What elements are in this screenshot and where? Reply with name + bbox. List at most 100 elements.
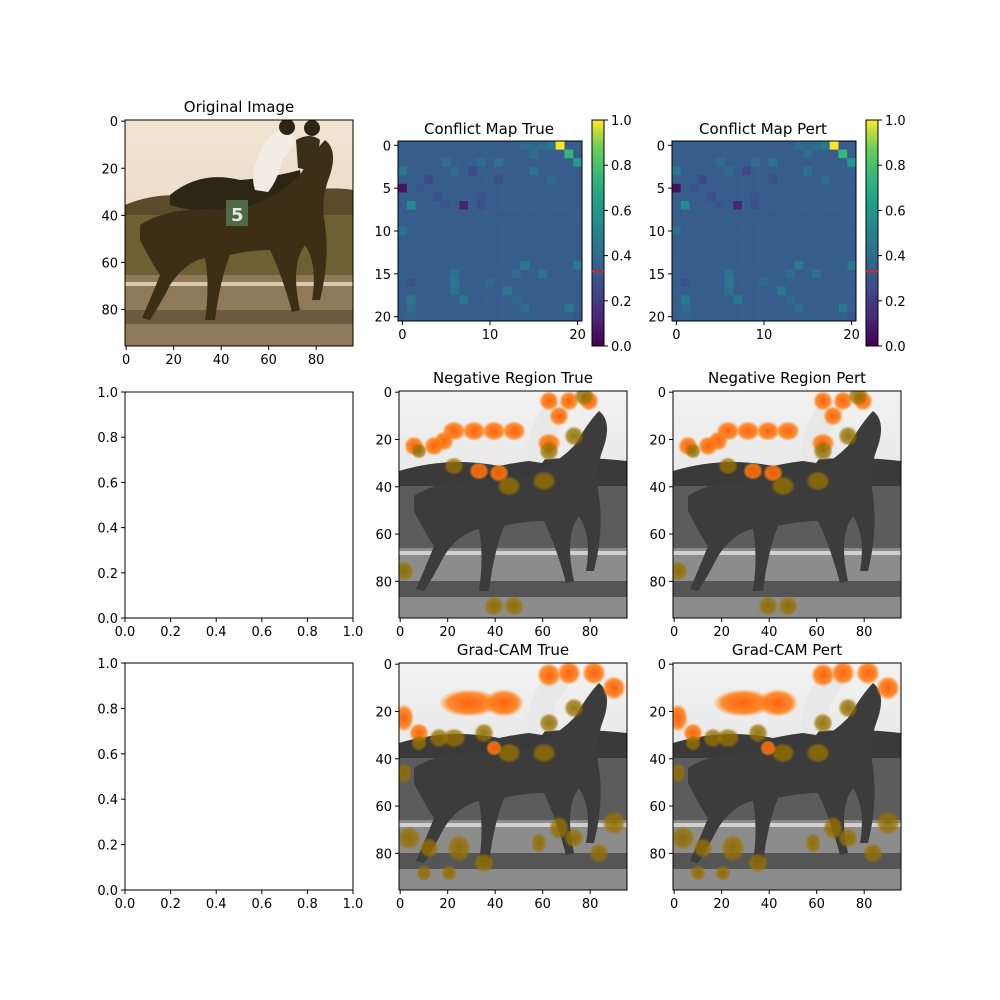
heatmap-cell xyxy=(555,141,565,150)
heatmap-cell xyxy=(485,235,495,245)
heatmap-cell xyxy=(768,312,778,322)
heatmap-cell xyxy=(476,286,486,296)
heatmap-cell xyxy=(838,243,848,253)
heatmap-cell xyxy=(785,286,795,296)
heatmap-cell xyxy=(742,278,752,288)
heatmap-cell xyxy=(820,158,831,168)
heatmap-cell xyxy=(794,235,804,245)
heatmap-cell xyxy=(564,286,574,296)
heatmap-cell xyxy=(564,226,574,236)
heatmap-cell xyxy=(768,226,778,236)
heatmap-cell xyxy=(494,175,504,185)
heatmap-cell xyxy=(768,166,778,176)
heatmap-cell xyxy=(777,141,787,150)
heatmap-cell xyxy=(724,158,734,168)
heatmap-cell xyxy=(724,269,734,279)
heatmap-cell xyxy=(529,243,539,253)
heatmap-cell xyxy=(424,149,434,159)
heatmap-cell xyxy=(573,303,583,313)
heatmap-cell xyxy=(433,166,443,176)
heatmap-cell xyxy=(406,303,416,313)
heatmap-cell xyxy=(829,183,839,193)
heatmap-cell xyxy=(812,278,822,288)
heatmap-cell xyxy=(698,209,708,219)
heatmap-cell xyxy=(680,278,690,288)
heatmap-cell xyxy=(538,278,548,288)
heatmap-cell xyxy=(555,218,565,228)
y-tick-label: 80 xyxy=(649,575,666,590)
heatmap-cell xyxy=(573,183,583,193)
heatmap-cell xyxy=(573,252,583,262)
heatmap-cell xyxy=(707,201,717,210)
heatmap-cell xyxy=(503,278,513,288)
heatmap-cell xyxy=(476,166,486,176)
heatmap-cell xyxy=(511,269,521,279)
heatmap-cell xyxy=(812,252,822,262)
heatmap-cell xyxy=(812,166,822,176)
heatmap-cell xyxy=(398,192,408,202)
heatmap-cell xyxy=(838,286,848,296)
heatmap-cell xyxy=(759,183,769,193)
heatmap-cell xyxy=(415,226,425,236)
heatmap-cell xyxy=(555,201,565,210)
heatmap-cell xyxy=(450,192,460,202)
heatmap-cell xyxy=(750,295,760,305)
heatmap-cell xyxy=(759,201,769,210)
heatmap-cell xyxy=(494,261,504,270)
heatmap-cell xyxy=(433,312,443,322)
heatmap-cell xyxy=(433,303,443,313)
heatmap-cell xyxy=(511,252,521,262)
axis-ticks-conflict-pert: 0 10 20 0 5 10 15 20 xyxy=(648,139,859,343)
heatmap-cell xyxy=(698,141,708,150)
x-tick-label: 10 xyxy=(482,328,499,343)
heatmap-cell xyxy=(520,218,530,228)
heatmap-cell xyxy=(555,312,565,322)
heatmap-cell xyxy=(759,286,769,296)
heatmap-cell xyxy=(494,286,504,296)
heatmap-cell xyxy=(459,243,469,253)
heatmap-cell xyxy=(468,175,478,185)
heatmap-cell xyxy=(503,175,513,185)
heatmap-cell xyxy=(564,303,574,313)
heatmap-cell xyxy=(803,252,813,262)
heatmap-cell xyxy=(794,278,804,288)
heatmap-cell xyxy=(494,295,504,305)
heatmap-cell xyxy=(450,269,460,279)
heatmap-cell xyxy=(503,261,513,270)
heatmap-cell xyxy=(698,269,708,279)
heatmap-cell xyxy=(759,141,769,150)
heatmap-cell xyxy=(424,192,434,202)
heatmap-cell xyxy=(468,141,478,150)
heatmap-cell xyxy=(415,286,425,296)
heatmap-cell xyxy=(555,209,565,219)
heatmap-cell xyxy=(538,286,548,296)
heatmap-cell xyxy=(415,261,425,270)
heatmap-cell xyxy=(415,183,425,193)
heatmap-cell xyxy=(398,252,408,262)
heatmap-cell xyxy=(476,269,486,279)
heatmap-cell xyxy=(803,166,813,176)
heatmap-cell xyxy=(511,218,521,228)
heatmap-cell xyxy=(441,303,451,313)
heatmap-cell xyxy=(715,141,725,150)
heatmap-cell xyxy=(511,261,521,270)
heatmap-cell xyxy=(441,278,451,288)
heatmap-cell xyxy=(450,166,460,176)
heatmap-cell xyxy=(520,226,530,236)
heatmap-cell xyxy=(759,303,769,313)
colorbar-tick-label: 0.4 xyxy=(885,250,906,265)
heatmap-cell xyxy=(538,175,548,185)
heatmap-cell xyxy=(546,312,557,322)
y-tick-label: 80 xyxy=(101,304,118,319)
heatmap-cell xyxy=(459,235,469,245)
heatmap-cell xyxy=(441,192,451,202)
heatmap-cell xyxy=(555,286,565,296)
heatmap-cell xyxy=(698,312,708,322)
y-tick-label: 1.0 xyxy=(97,657,118,672)
heatmap-cell xyxy=(672,278,682,288)
y-tick-label: 15 xyxy=(374,268,391,283)
heatmap-cell xyxy=(742,303,752,313)
heatmap-cell xyxy=(441,226,451,236)
heatmap-cell xyxy=(715,303,725,313)
heatmap-cell xyxy=(794,286,804,296)
